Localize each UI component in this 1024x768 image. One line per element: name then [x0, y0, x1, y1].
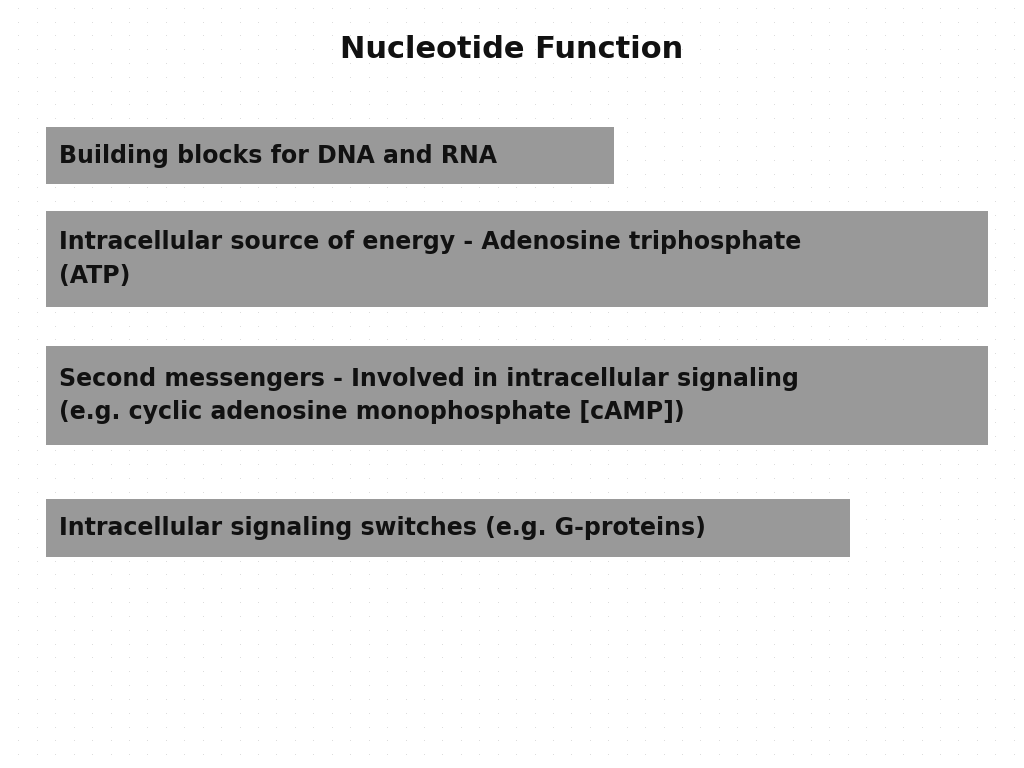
FancyBboxPatch shape [46, 346, 988, 445]
Text: Second messengers - Involved in intracellular signaling
(e.g. cyclic adenosine m: Second messengers - Involved in intracel… [59, 367, 800, 424]
FancyBboxPatch shape [46, 499, 850, 557]
Text: Intracellular signaling switches (e.g. G-proteins): Intracellular signaling switches (e.g. G… [59, 516, 707, 540]
Text: Building blocks for DNA and RNA: Building blocks for DNA and RNA [59, 144, 498, 167]
FancyBboxPatch shape [46, 127, 614, 184]
FancyBboxPatch shape [46, 211, 988, 307]
Text: Nucleotide Function: Nucleotide Function [340, 35, 684, 65]
Text: Intracellular source of energy - Adenosine triphosphate
(ATP): Intracellular source of energy - Adenosi… [59, 230, 802, 288]
